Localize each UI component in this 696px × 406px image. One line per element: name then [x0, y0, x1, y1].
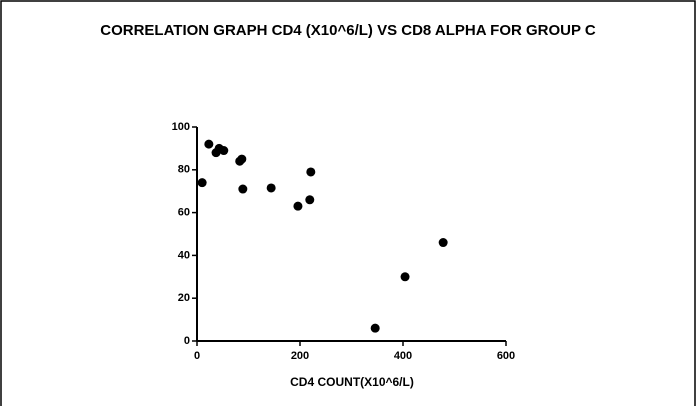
x-axis-label: CD4 COUNT(X10^6/L) — [290, 375, 414, 389]
point — [197, 178, 207, 188]
x-tick-label: 400 — [394, 350, 412, 362]
y-tick-label: 60 — [178, 207, 190, 219]
point — [238, 184, 248, 194]
chart-title: CORRELATION GRAPH CD4 (X10^6/L) VS CD8 A… — [100, 22, 596, 39]
point — [370, 323, 380, 333]
point — [237, 154, 247, 164]
x-tick-label: 0 — [194, 350, 200, 362]
point — [204, 139, 214, 149]
point — [438, 238, 448, 248]
y-tick-label: 40 — [178, 249, 190, 261]
point — [305, 195, 315, 205]
y-tick-label: 100 — [172, 121, 190, 133]
point — [293, 201, 303, 211]
point — [400, 272, 410, 282]
y-tick-label: 20 — [178, 292, 190, 304]
y-tick-label: 80 — [178, 164, 190, 176]
x-tick-label: 200 — [291, 350, 309, 362]
point — [219, 146, 229, 156]
y-tick-label: 0 — [184, 335, 190, 347]
point — [266, 183, 276, 193]
x-tick-label: 600 — [497, 350, 515, 362]
point — [306, 167, 316, 177]
